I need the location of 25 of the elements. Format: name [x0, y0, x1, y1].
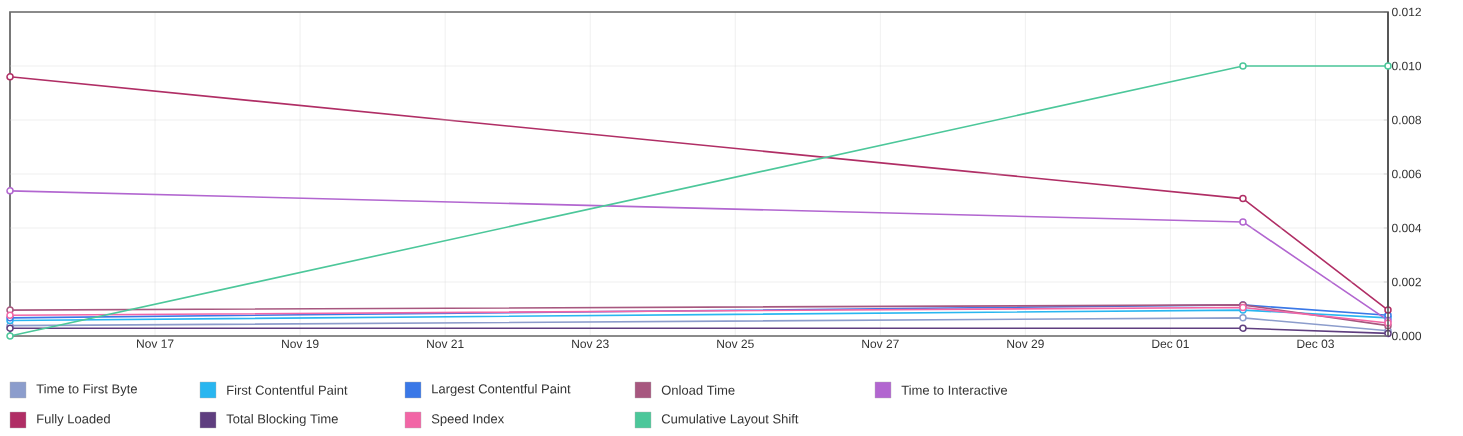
- y-tick-label: 0.010: [1392, 61, 1422, 71]
- legend-label: Largest Contentful Paint: [432, 383, 571, 397]
- legend-label: First Contentful Paint: [227, 385, 348, 395]
- x-tick-label: Nov 17: [137, 339, 174, 348]
- y-tick-label: 0.002: [1392, 277, 1421, 287]
- legend-label: Total Blocking Time: [226, 413, 338, 427]
- legend-label: Onload Time: [661, 385, 735, 395]
- legend-label: Time to First Byte: [36, 383, 137, 397]
- legend-label: Time to Interactive: [901, 385, 1008, 395]
- x-tick-label: Nov 25: [717, 339, 754, 349]
- y-tick-label: 0.000: [1392, 331, 1422, 341]
- x-tick-label: Nov 27: [862, 339, 899, 349]
- y-tick-label: 0.012: [1392, 7, 1421, 17]
- legend-label: Speed Index: [431, 413, 505, 427]
- legend-label: Cumulative Layout Shift: [661, 413, 799, 427]
- x-tick-label: Dec 03: [1297, 339, 1334, 349]
- x-tick-label: Nov 23: [572, 339, 609, 349]
- x-tick-label: Nov 29: [1007, 339, 1044, 349]
- x-tick-label: Nov 19: [282, 339, 319, 349]
- x-tick-label: Dec 01: [1152, 339, 1189, 349]
- y-tick-label: 0.004: [1392, 223, 1422, 233]
- legend-label: Fully Loaded: [37, 413, 110, 427]
- y-tick-label: 0.008: [1392, 115, 1422, 125]
- x-tick-label: Nov 21: [427, 339, 464, 349]
- y-tick-label: 0.006: [1392, 169, 1422, 179]
